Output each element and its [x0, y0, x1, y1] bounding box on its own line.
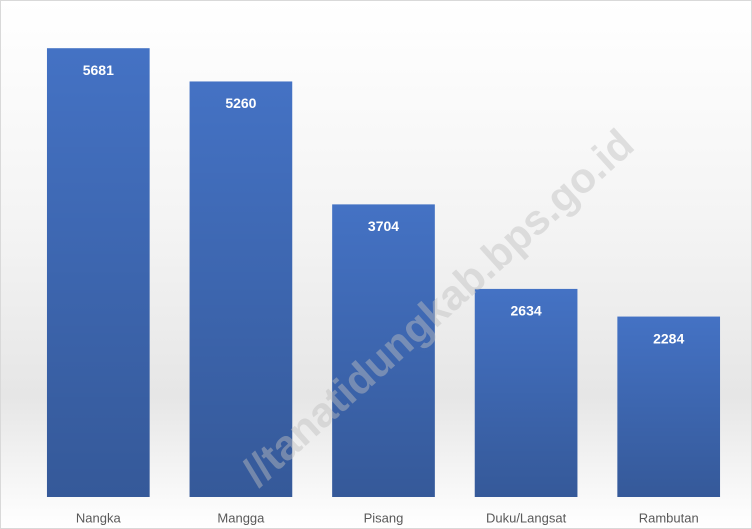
- bar-shade: [617, 316, 721, 497]
- x-tick-label: Rambutan: [639, 510, 699, 525]
- value-label: 2634: [511, 303, 542, 319]
- value-label: 5681: [83, 62, 114, 78]
- bars: Nangka 5681 Mangga 5260 Pisang 3704 Duku/Langs…: [46, 48, 721, 525]
- bar-shade: [189, 81, 293, 498]
- value-label: 5260: [225, 95, 256, 111]
- value-label: 3704: [368, 218, 399, 234]
- x-tick-label: Duku/Langsat: [486, 510, 567, 525]
- x-tick-label: Pisang: [364, 510, 404, 525]
- bar-shade: [46, 48, 150, 498]
- x-tick-label: Nangka: [76, 510, 122, 525]
- bar-shade: [332, 204, 435, 497]
- value-label: 2284: [653, 330, 684, 346]
- bar-shade: [474, 288, 578, 497]
- x-tick-label: Mangga: [217, 510, 265, 525]
